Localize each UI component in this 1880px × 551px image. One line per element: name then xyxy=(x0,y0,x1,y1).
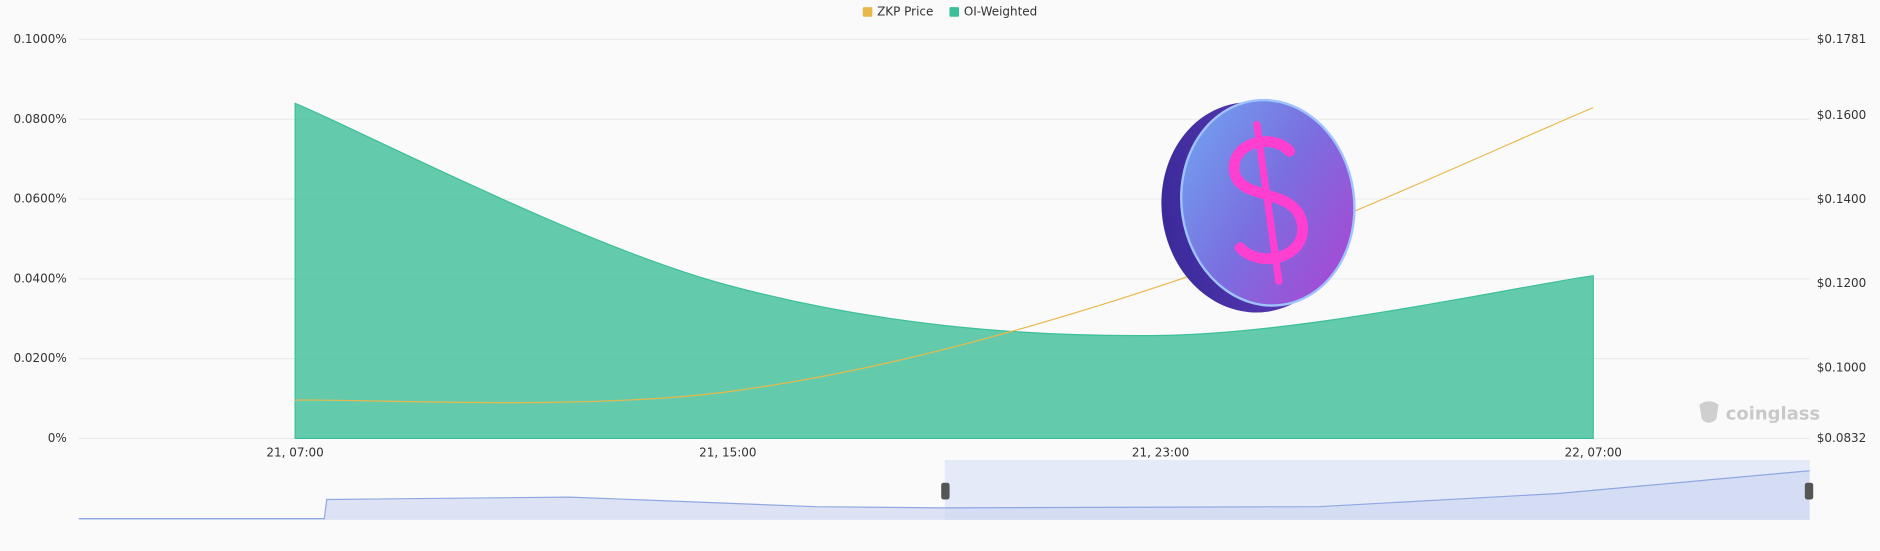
y-tick-label: 0% xyxy=(48,431,67,445)
x-tick-label: 21, 07:00 xyxy=(266,445,323,459)
zoom-slider xyxy=(78,459,1814,520)
x-tick-label: 21, 23:00 xyxy=(1132,445,1189,459)
slider-line xyxy=(78,470,1810,520)
y-tick-label: 0.1000% xyxy=(14,32,67,46)
line xyxy=(295,107,1594,404)
y-tick-label: 0.0600% xyxy=(14,192,67,206)
y2-tick-label: $0.1781 xyxy=(1817,32,1866,46)
legend-label: OI-Weighted xyxy=(964,4,1037,18)
y-tick-label: 0.0400% xyxy=(14,271,67,285)
watermark: coinglass xyxy=(1699,401,1820,424)
watermark-text: coinglass xyxy=(1726,403,1820,424)
y2-tick-label: $0.1200 xyxy=(1817,276,1866,290)
legend-swatch xyxy=(949,7,960,17)
area xyxy=(294,102,1594,440)
coin-illustration xyxy=(1161,98,1356,313)
y2-tick-label: $0.0832 xyxy=(1817,431,1866,445)
watermark-icon xyxy=(1699,401,1719,423)
x-tick-label: 21, 15:00 xyxy=(699,445,756,459)
coin-symbol xyxy=(1228,136,1308,265)
plot-area: 0% 0.0200% 0.0400% 0.0600% 0.0800% 0.1000% $0.… xyxy=(14,4,1867,459)
y-tick-label: 0.0200% xyxy=(14,351,67,365)
x-tick-label: 22, 07:00 xyxy=(1565,445,1622,459)
y2-tick-label: $0.1600 xyxy=(1817,108,1866,122)
legend-label: ZKP Price xyxy=(877,4,933,18)
y2-tick-label: $0.1400 xyxy=(1817,192,1866,206)
y-tick-label: 0.0800% xyxy=(14,112,67,126)
legend-swatch xyxy=(862,7,873,17)
slider-handle[interactable] xyxy=(1804,482,1814,500)
coin-symbol-bar xyxy=(1253,120,1283,285)
slider-area xyxy=(78,470,1810,520)
slider-handle[interactable] xyxy=(941,482,950,500)
y2-tick-label: $0.1000 xyxy=(1817,360,1866,374)
legend: ZKP Price OI-Weighted xyxy=(862,4,1037,18)
